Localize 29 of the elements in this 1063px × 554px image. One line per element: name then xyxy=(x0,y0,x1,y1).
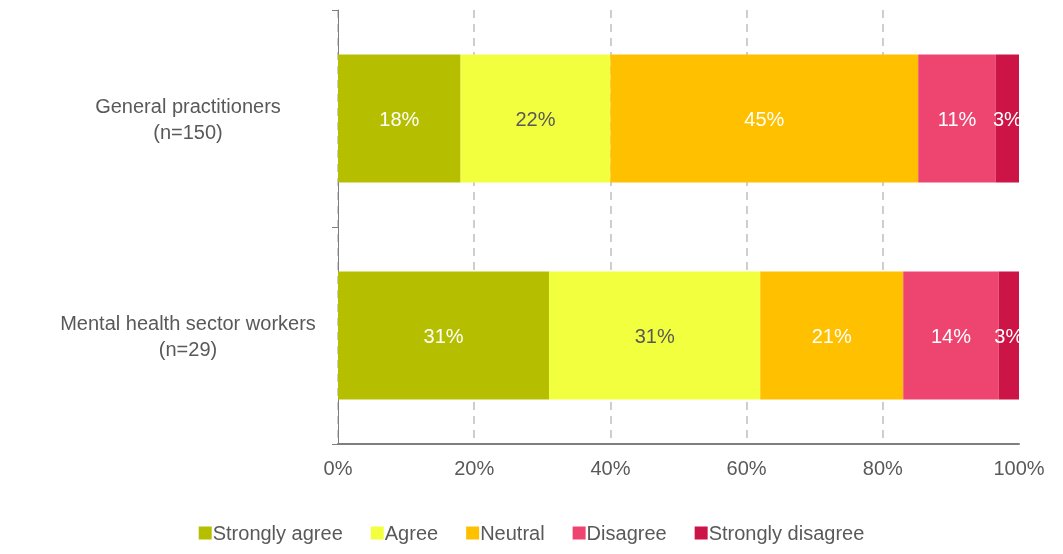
x-tick-label: 80% xyxy=(862,457,904,479)
x-tick-label: 40% xyxy=(590,457,631,479)
data-label: 18% xyxy=(379,107,420,130)
legend-label: Neutral xyxy=(480,522,545,544)
legend-label: Strongly disagree xyxy=(708,522,865,544)
bar xyxy=(338,54,461,183)
x-tick-label: 100% xyxy=(993,457,1045,479)
data-label: 31% xyxy=(634,324,675,347)
y-tick-label: General practitioners (n=150) xyxy=(95,94,281,143)
data-label: 21% xyxy=(811,324,852,347)
x-tick-label: 0% xyxy=(323,457,353,479)
bar xyxy=(549,271,761,400)
data-label: 31% xyxy=(423,324,464,347)
data-label: 11% xyxy=(937,107,977,130)
bar xyxy=(460,54,611,183)
y-tick-label: Mental health sector workers (n=29) xyxy=(60,311,316,360)
bar xyxy=(610,54,919,183)
x-tick-label: 60% xyxy=(726,457,767,479)
data-label: 22% xyxy=(515,107,556,130)
bar xyxy=(760,271,904,400)
legend-label: Disagree xyxy=(586,522,667,544)
bar xyxy=(338,271,550,400)
data-label: 45% xyxy=(744,107,785,130)
x-tick-label: 20% xyxy=(454,457,495,479)
bar xyxy=(918,54,996,183)
legend-label: Agree xyxy=(384,522,439,544)
bar xyxy=(995,54,1019,183)
legend-label: Strongly agree xyxy=(212,522,343,544)
data-label: 14% xyxy=(930,324,972,347)
